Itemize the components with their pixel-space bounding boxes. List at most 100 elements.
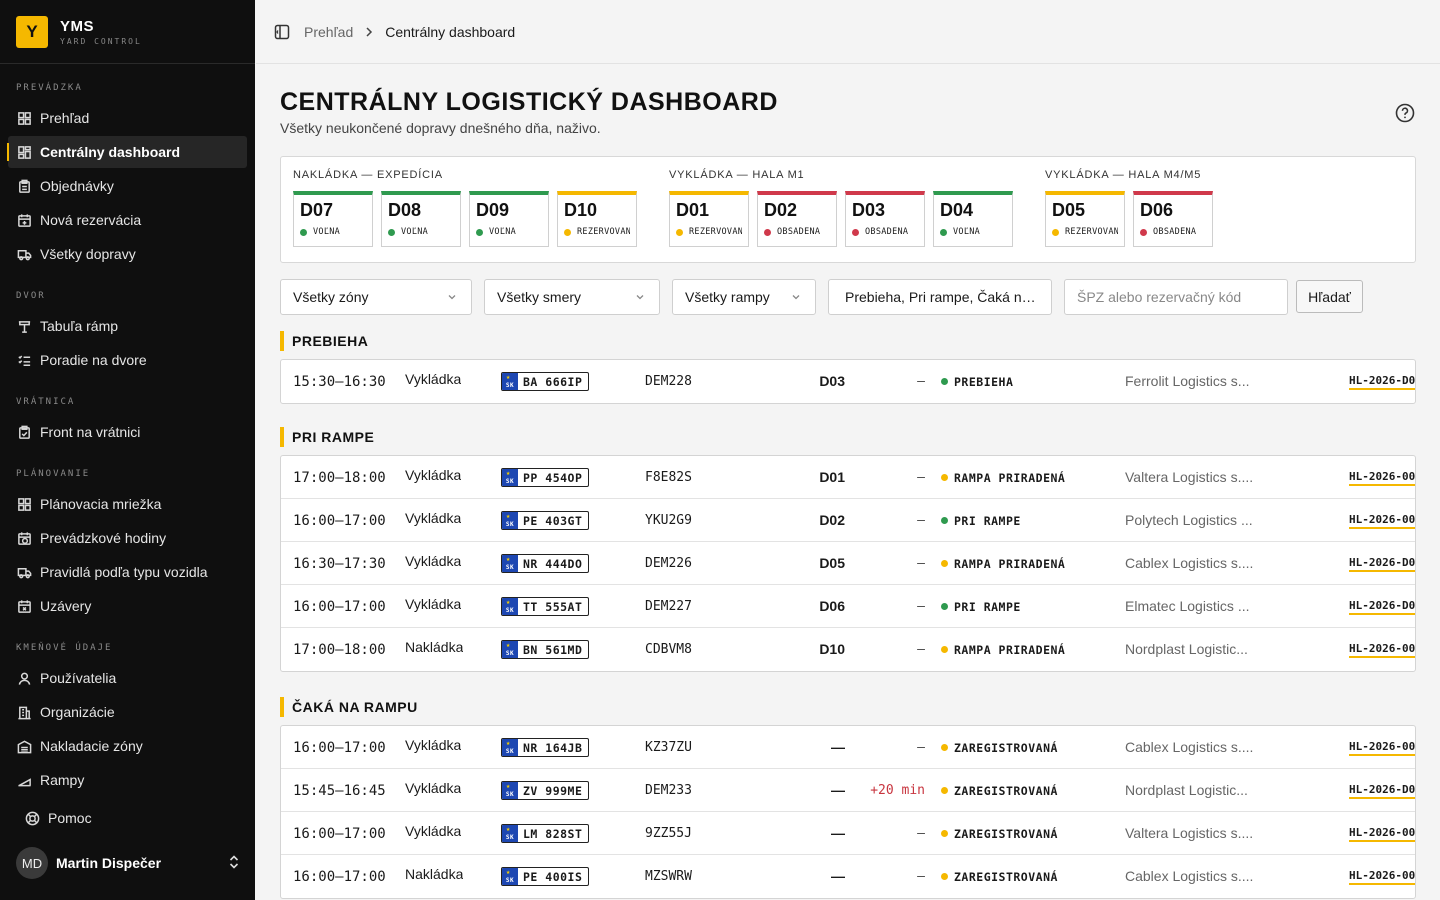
dock-status: VOĽNÁ <box>476 227 542 237</box>
sidebar-item-pou-vatelia[interactable]: Používatelia <box>8 662 247 694</box>
table-row[interactable]: 16:30–17:30 Vykládka SK NR 444DO DEM226 D05 — R… <box>281 542 1415 585</box>
reservation-code-link[interactable]: HL-2026-00 <box>1349 470 1415 486</box>
reservation-code-link[interactable]: HL-2026-00 <box>1349 513 1415 529</box>
reservation-code[interactable]: HL-2026-00 <box>1349 628 1415 671</box>
sidebar-item-preh-ad[interactable]: Prehľad <box>8 102 247 134</box>
reservation-code-link[interactable]: HL-2026-D0 <box>1349 599 1415 615</box>
dock-tile[interactable]: D09 VOĽNÁ <box>469 191 549 247</box>
table-row[interactable]: 16:00–17:00 Vykládka SK PE 403GT YKU2G9 D02 — P… <box>281 499 1415 542</box>
status-badge: RAMPA PRIRADENÁ <box>941 628 1065 671</box>
brand[interactable]: Y YMS YARD CONTROL <box>0 0 255 64</box>
table-row[interactable]: 17:00–18:00 Nakládka SK BN 561MD CDBVM8 D10 — R… <box>281 628 1415 671</box>
status-dot <box>388 228 395 236</box>
table-row[interactable]: 15:45–16:45 Vykládka SK ZV 999ME DEM233 — +20 … <box>281 769 1415 812</box>
reservation-code[interactable]: HL-2026-D0 <box>1349 585 1415 628</box>
breadcrumb-current: Centrálny dashboard <box>385 23 516 40</box>
dock-name: D03 <box>852 200 886 220</box>
nav-section: PLÁNOVANIE Plánovacia mriežka Prevádzkové … <box>0 450 255 622</box>
table-row[interactable]: 16:00–17:00 Vykládka SK NR 164JB KZ37ZU — — ZAR… <box>281 726 1415 769</box>
sidebar-item-label: Používatelia <box>40 670 117 686</box>
reservation-code[interactable]: HL-2026-00 <box>1349 456 1415 499</box>
dock-tile[interactable]: D10 REZERVOVANÁ <box>557 191 637 247</box>
dock-name: D05 <box>1052 200 1086 220</box>
sidebar-footer: Pomoc MD Martin Dispečer <box>0 800 255 900</box>
dock-list: D07 VOĽNÁ D08 VOĽNÁ D09 VOĽNÁ D10 REZERVOVANÁ <box>293 191 645 247</box>
dock-tile[interactable]: D07 VOĽNÁ <box>293 191 373 247</box>
reservation-code-link[interactable]: HL-2026-D0 <box>1349 374 1415 390</box>
dock-status: VOĽNÁ <box>300 227 366 237</box>
help-circle-icon[interactable] <box>1394 102 1416 124</box>
table-row[interactable]: 17:00–18:00 Vykládka SK PP 454OP F8E82S D01 — R… <box>281 456 1415 499</box>
sidebar-item-pl-novacia-mrie-ka[interactable]: Plánovacia mriežka <box>8 488 247 520</box>
table-row[interactable]: 16:00–17:00 Vykládka SK TT 555AT DEM227 D06 — P… <box>281 585 1415 628</box>
license-plate: SK BA 666IP <box>501 360 589 403</box>
dock-tile[interactable]: D06 OBSADENÁ <box>1133 191 1213 247</box>
search-button[interactable]: Hľadať <box>1296 280 1363 313</box>
reservation-code-link[interactable]: HL-2026-00 <box>1349 869 1415 885</box>
sidebar-toggle-icon[interactable] <box>274 24 290 40</box>
sidebar-item-uz-very[interactable]: Uzávery <box>8 590 247 622</box>
dock-tile[interactable]: D04 VOĽNÁ <box>933 191 1013 247</box>
reservation-code-link[interactable]: HL-2026-00 <box>1349 826 1415 842</box>
nav-section: KMEŇOVÉ ÚDAJE Používatelia Organizácie Nakl… <box>0 624 255 796</box>
dock-assigned: — <box>831 781 845 798</box>
warehouse-icon <box>16 738 32 754</box>
reservation-code[interactable]: HL-2026-D0 <box>1349 360 1415 403</box>
table-row[interactable]: 16:00–17:00 Nakládka SK PE 400IS MZSWRW — — ZAR… <box>281 855 1415 898</box>
plate-badge: SK NR 444DO <box>501 554 589 573</box>
status-dot <box>940 228 947 236</box>
sidebar-item-organiz-cie[interactable]: Organizácie <box>8 696 247 728</box>
eu-flag-icon: SK <box>502 825 518 842</box>
sidebar-item-pravidl-pod-a-typu-vozidla[interactable]: Pravidlá podľa typu vozidla <box>8 556 247 588</box>
sidebar-item-prev-dzkov-hodiny[interactable]: Prevádzkové hodiny <box>8 522 247 554</box>
reservation-code[interactable]: HL-2026-D0 <box>1349 542 1415 585</box>
delay: — <box>917 826 925 841</box>
sidebar-item-poradie-na-dvore[interactable]: Poradie na dvore <box>8 344 247 376</box>
direction-select[interactable]: Všetky smery <box>484 279 660 315</box>
sidebar-item-label: Prehľad <box>40 110 90 126</box>
dock-tile[interactable]: D03 OBSADENÁ <box>845 191 925 247</box>
reservation-code-link[interactable]: HL-2026-00 <box>1349 740 1415 756</box>
dock-tile[interactable]: D01 REZERVOVANÁ <box>669 191 749 247</box>
search-input[interactable] <box>1064 279 1288 315</box>
sidebar-item-rampy[interactable]: Rampy <box>8 764 247 796</box>
status-badge: PRI RAMPE <box>941 585 1021 628</box>
nav-section-heading: VRÁTNICA <box>16 397 76 407</box>
direction: Vykládka <box>405 370 462 387</box>
reservation-code[interactable]: HL-2026-D0 <box>1349 769 1415 812</box>
sidebar-item-front-na-vr-tnici[interactable]: Front na vrátnici <box>8 416 247 448</box>
license-plate: SK PE 403GT <box>501 499 589 542</box>
sidebar-item-centr-lny-dashboard[interactable]: Centrálny dashboard <box>7 136 247 168</box>
status-multiselect[interactable]: Prebieha, Pri rampe, Čaká n… <box>828 279 1052 315</box>
breadcrumb-parent[interactable]: Prehľad <box>304 23 354 40</box>
dock-tile[interactable]: D08 VOĽNÁ <box>381 191 461 247</box>
dock-status-label: OBSADENÁ <box>865 227 909 237</box>
sidebar-item-v-etky-dopravy[interactable]: Všetky dopravy <box>8 238 247 270</box>
table-row[interactable]: 16:00–17:00 Vykládka SK LM 828ST 9ZZ55J — — ZAR… <box>281 812 1415 855</box>
sidebar-item-nakladacie-z-ny[interactable]: Nakladacie zóny <box>8 730 247 762</box>
reservation-code-link[interactable]: HL-2026-D0 <box>1349 783 1415 799</box>
user-name: Martin Dispečer <box>56 855 162 871</box>
sidebar-item-tabu-a-r-mp[interactable]: Tabuľa rámp <box>8 310 247 342</box>
dock-tile[interactable]: D02 OBSADENÁ <box>757 191 837 247</box>
reservation-code[interactable]: HL-2026-00 <box>1349 812 1415 855</box>
reservation-code[interactable]: HL-2026-00 <box>1349 726 1415 769</box>
dock-assigned: D10 <box>819 640 845 657</box>
reservation-code-link[interactable]: HL-2026-D0 <box>1349 556 1415 572</box>
sidebar-item-nov-rezerv-cia[interactable]: Nová rezervácia <box>8 204 247 236</box>
time-window: 16:00–17:00 <box>293 739 386 756</box>
ramp-select[interactable]: Všetky rampy <box>672 279 816 315</box>
reservation-code[interactable]: HL-2026-00 <box>1349 855 1415 898</box>
dock-tile[interactable]: D05 REZERVOVANÁ <box>1045 191 1125 247</box>
reservation-code-link[interactable]: HL-2026-00 <box>1349 642 1415 658</box>
reference: 9ZZ55J <box>645 826 692 841</box>
sidebar-item-objedn-vky[interactable]: Objednávky <box>8 170 247 202</box>
help-link[interactable]: Pomoc <box>0 800 255 836</box>
sidebar-item-label: Pravidlá podľa typu vozidla <box>40 564 208 580</box>
zone-select[interactable]: Všetky zóny <box>280 279 472 315</box>
reservation-code[interactable]: HL-2026-00 <box>1349 499 1415 542</box>
user-menu[interactable]: MD Martin Dispečer <box>0 836 255 890</box>
plate-badge: SK LM 828ST <box>501 824 589 843</box>
table-row[interactable]: 15:30–16:30 Vykládka SK BA 666IP DEM228 D03 — P… <box>281 360 1415 403</box>
list-check-icon <box>16 352 32 368</box>
